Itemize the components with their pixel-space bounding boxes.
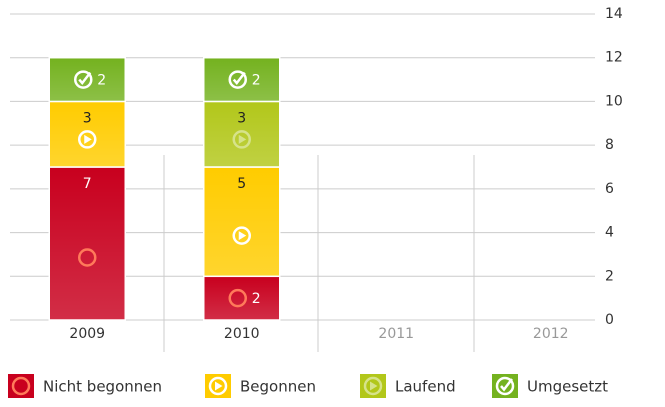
icon-ring — [363, 376, 383, 396]
x-tick-label: 2012 — [533, 326, 569, 342]
icon-ring — [78, 248, 97, 267]
value-label: 3 — [237, 110, 246, 126]
legend-label: Begonnen — [240, 378, 316, 396]
segment-icon — [228, 288, 247, 308]
legend-label: Nicht begonnen — [43, 378, 162, 396]
icon-play — [215, 381, 223, 391]
segment-icon — [11, 376, 31, 396]
value-label: 2 — [97, 73, 106, 89]
bar-shine — [49, 101, 126, 167]
value-label: 2 — [252, 291, 261, 307]
y-tick-label: 4 — [605, 225, 614, 241]
segment-icon — [495, 376, 515, 396]
segment-icon — [228, 70, 247, 89]
icon-ring — [78, 130, 97, 149]
icon-ring — [495, 376, 515, 396]
y-tick-label: 2 — [605, 268, 614, 284]
value-label: 3 — [83, 110, 92, 126]
segment-icon — [208, 376, 228, 396]
icon-play — [370, 381, 378, 391]
x-tick-label: 2011 — [378, 326, 414, 342]
icon-ring — [208, 376, 228, 396]
icon-ring — [74, 70, 93, 89]
y-tick-label: 0 — [605, 312, 614, 328]
segment-icon — [232, 226, 251, 245]
value-label: 5 — [237, 176, 246, 192]
bar-shine — [203, 101, 280, 167]
legend-item: Umgesetzt — [492, 374, 608, 398]
legend-item: Nicht begonnen — [8, 374, 162, 398]
bar-shine — [49, 167, 126, 320]
icon-ring — [232, 130, 251, 149]
x-tick-label: 2009 — [69, 326, 105, 342]
bar-shine — [203, 167, 280, 277]
icon-check — [232, 71, 246, 86]
icon-play — [238, 134, 247, 144]
legend-label: Laufend — [395, 378, 456, 396]
icon-check — [500, 378, 513, 392]
y-tick-label: 12 — [605, 50, 623, 66]
y-tick-label: 10 — [605, 93, 623, 109]
segment-icon — [74, 70, 93, 89]
y-tick-label: 8 — [605, 137, 614, 153]
bar-shine — [203, 276, 280, 320]
bar-shine — [203, 57, 280, 102]
legend-item: Begonnen — [205, 374, 316, 398]
icon-check — [78, 71, 92, 86]
value-label: 7 — [83, 176, 92, 192]
segment-icon — [78, 248, 97, 267]
value-label: 2 — [252, 73, 261, 89]
icon-play — [238, 231, 247, 241]
legend-label: Umgesetzt — [527, 378, 608, 396]
icon-ring — [228, 70, 247, 89]
icon-ring — [11, 376, 31, 396]
legend-item: Laufend — [360, 374, 456, 398]
segment-icon — [78, 130, 97, 149]
segment-icon — [363, 376, 383, 396]
y-tick-label: 14 — [605, 6, 623, 22]
icon-ring — [228, 288, 247, 308]
icon-play — [84, 134, 92, 144]
bar-shine — [49, 57, 126, 102]
x-tick-label: 2010 — [224, 326, 260, 342]
segment-icon — [232, 130, 251, 149]
icon-ring — [232, 226, 251, 245]
y-tick-label: 6 — [605, 181, 614, 197]
